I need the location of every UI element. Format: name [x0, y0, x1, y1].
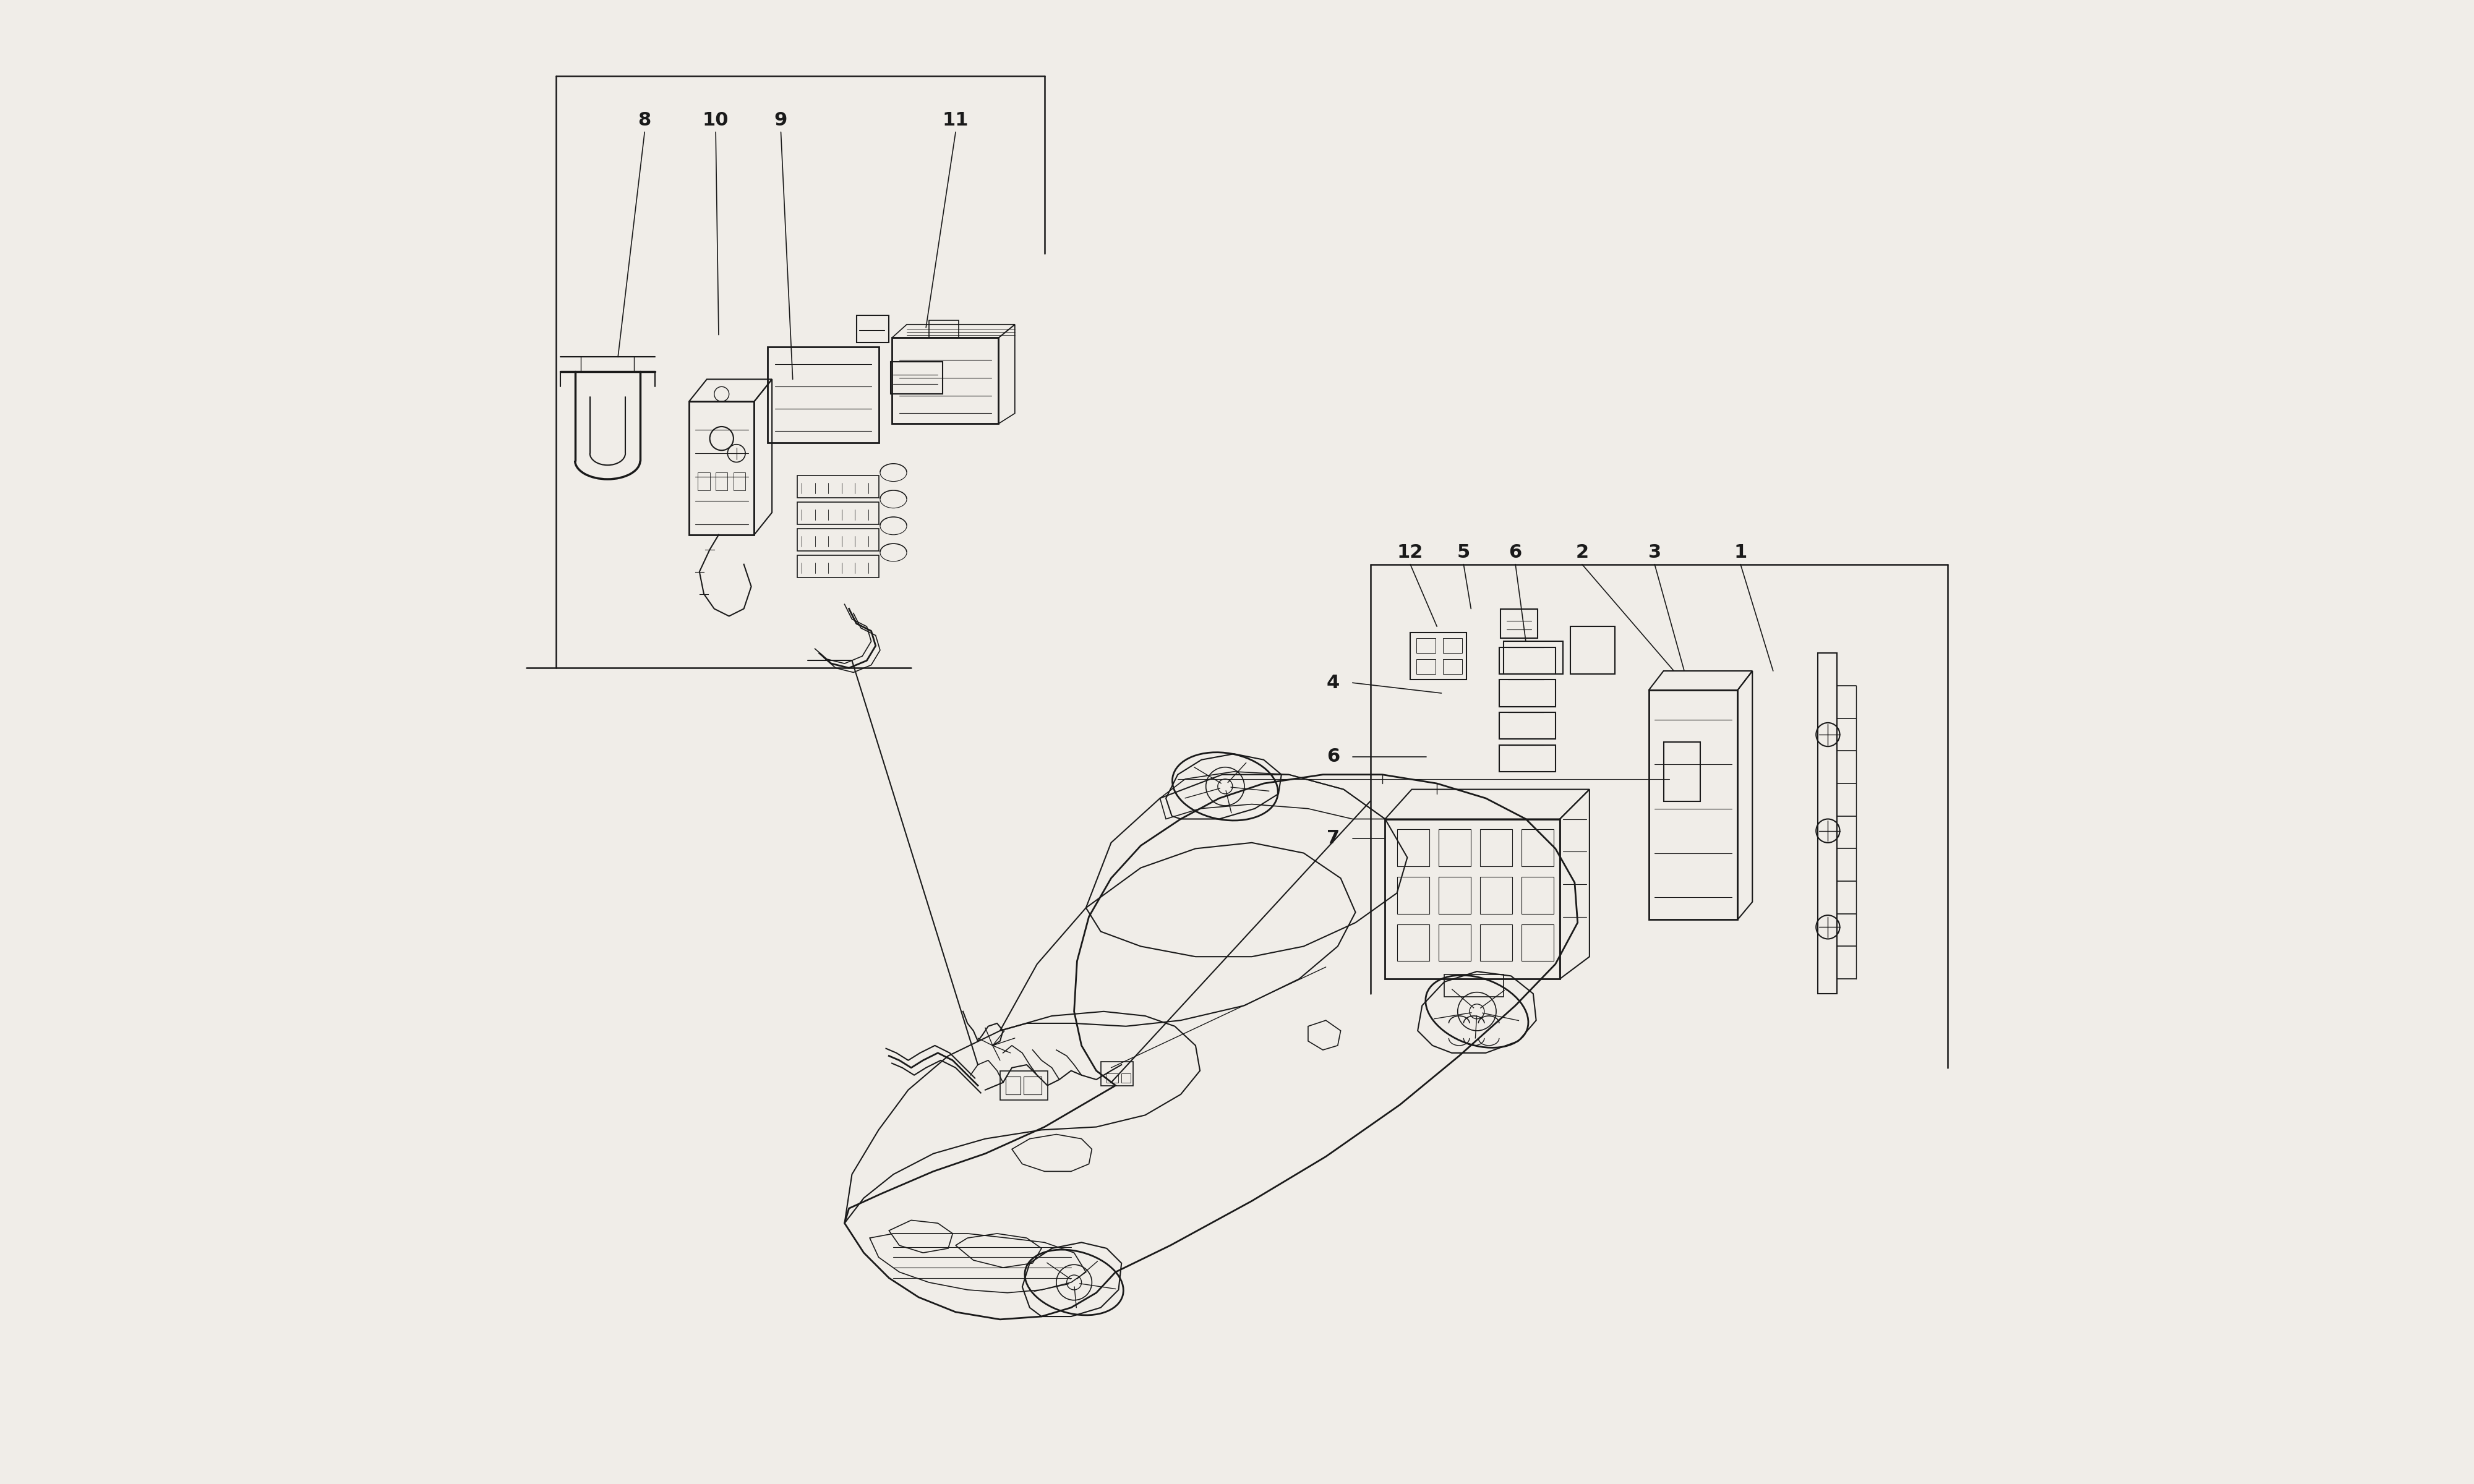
Bar: [1499, 647, 1556, 674]
Text: 1: 1: [1734, 543, 1747, 561]
Bar: [1007, 1076, 1022, 1094]
Bar: [1024, 1076, 1042, 1094]
Bar: [893, 338, 999, 423]
Bar: [1499, 680, 1556, 706]
Bar: [1522, 925, 1554, 962]
Text: 9: 9: [774, 111, 787, 129]
Bar: [999, 1070, 1047, 1100]
Bar: [715, 472, 727, 490]
Bar: [928, 321, 957, 338]
Text: 6: 6: [1326, 748, 1341, 766]
Text: 6: 6: [1509, 543, 1522, 561]
Bar: [1442, 659, 1462, 674]
Bar: [1499, 712, 1556, 739]
Text: 10: 10: [703, 111, 730, 129]
Bar: [1504, 641, 1564, 674]
Bar: [1415, 659, 1435, 674]
Bar: [1522, 877, 1554, 914]
Bar: [1106, 1073, 1118, 1082]
Bar: [767, 347, 878, 442]
Bar: [1663, 742, 1700, 801]
Bar: [1101, 1063, 1133, 1085]
Text: 3: 3: [1648, 543, 1660, 561]
Bar: [732, 472, 745, 490]
Bar: [1437, 925, 1472, 962]
Bar: [1522, 830, 1554, 867]
Bar: [1479, 877, 1512, 914]
Bar: [1415, 638, 1435, 653]
Bar: [797, 502, 878, 524]
Bar: [1437, 877, 1472, 914]
Bar: [1445, 975, 1504, 997]
Bar: [1437, 830, 1472, 867]
Bar: [856, 316, 888, 343]
Bar: [1502, 608, 1539, 638]
Bar: [1410, 632, 1467, 680]
Text: 11: 11: [943, 111, 970, 129]
Bar: [1499, 745, 1556, 772]
Bar: [797, 475, 878, 497]
Text: 12: 12: [1398, 543, 1423, 561]
Bar: [1385, 819, 1559, 979]
Bar: [797, 528, 878, 551]
Bar: [690, 402, 755, 534]
Bar: [1121, 1073, 1131, 1082]
Bar: [1479, 925, 1512, 962]
Text: 8: 8: [638, 111, 651, 129]
Text: 2: 2: [1576, 543, 1588, 561]
Bar: [1479, 830, 1512, 867]
Bar: [1398, 830, 1430, 867]
Bar: [1398, 877, 1430, 914]
Text: 7: 7: [1326, 830, 1341, 847]
Bar: [891, 362, 943, 395]
Bar: [1442, 638, 1462, 653]
Bar: [1571, 626, 1616, 674]
Bar: [1398, 925, 1430, 962]
Bar: [797, 555, 878, 577]
Text: 5: 5: [1457, 543, 1470, 561]
Text: 4: 4: [1326, 674, 1341, 692]
Bar: [698, 472, 710, 490]
